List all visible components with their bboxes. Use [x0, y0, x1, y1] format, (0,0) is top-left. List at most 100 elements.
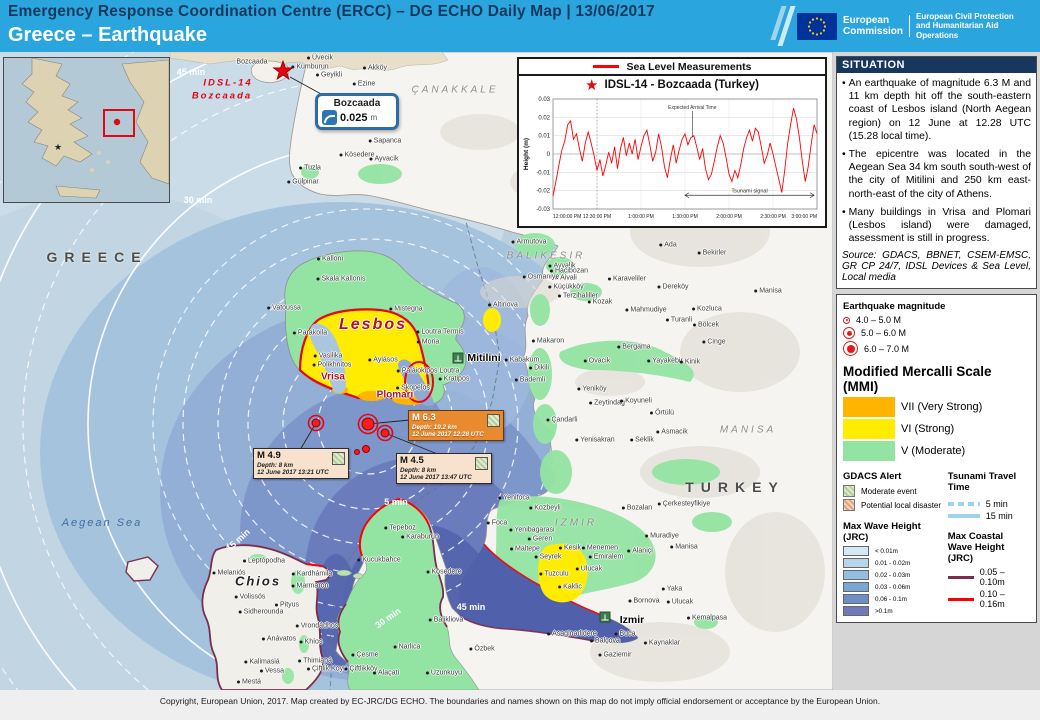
travel-time-label: 15 min: [224, 526, 252, 554]
town-label: Gaziemir: [598, 652, 631, 659]
wave-height-legend-item: 0.01 - 0.02m: [843, 558, 948, 569]
chart-title: ★ IDSL-14 - Bozcaada (Turkey): [585, 76, 759, 94]
gdacs-alert-icon: [487, 414, 500, 427]
town-label: Çiftlik Koyu: [307, 666, 347, 673]
town-label: Foca: [487, 520, 508, 527]
wave-height-legend-item: 0.02 - 0.03m: [843, 570, 948, 581]
map-label: Mitilini: [467, 352, 501, 364]
town-label: Yenibagarasi: [509, 527, 554, 534]
wave-height-legend-item: 0.06 - 0.1m: [843, 594, 948, 605]
town-label: Balçova: [590, 638, 620, 645]
quake-magnitude: M 4.9: [257, 450, 281, 461]
logo-decoration: [770, 6, 796, 46]
area-of-interest-box: [103, 109, 135, 137]
ec-logo: European Commission European Civil Protec…: [770, 6, 1036, 46]
situation-header: SITUATION: [837, 57, 1036, 73]
town-label: Turanli: [666, 317, 692, 324]
map-label: TURKEY: [685, 479, 785, 495]
earthquake-callout: M 4.5 Depth: 8 km 12 June 2017 13:47 UTC: [396, 453, 492, 485]
svg-text:1:00:00 PM: 1:00:00 PM: [628, 214, 654, 220]
town-label: Sapanca: [369, 138, 402, 145]
town-label: Koyuneli: [620, 398, 652, 405]
town-label: Buca: [615, 631, 636, 638]
town-label: Ayiásos: [368, 357, 397, 364]
quake-time: 12 June 2017 12:28 UTC: [412, 431, 484, 439]
inset-overview-map: ★: [3, 57, 170, 203]
travel-time-line-swatch: [947, 502, 980, 507]
town-label: Vrondádhos: [296, 623, 339, 630]
psara-island: [125, 556, 159, 582]
town-label: Bekirler: [698, 250, 727, 257]
town-label: Menemen: [582, 545, 618, 552]
town-label: Gülpinar: [287, 179, 318, 186]
sidebar: SITUATION An earthquake of magnitude 6.3…: [833, 52, 1040, 690]
eu-flag-icon: [796, 12, 837, 40]
town-label: Kaynaklar: [644, 640, 680, 647]
town-label: Çandarli: [546, 417, 577, 424]
quake-depth: Depth: 8 km: [400, 466, 437, 474]
magnitude-legend-item: 5.0 – 6.0 M: [843, 327, 1030, 340]
wave-height-legend-title: Max Wave Height (JRC): [843, 521, 921, 544]
chios-island: [201, 544, 331, 690]
town-label: Vatoussa: [267, 305, 301, 312]
footer: Copyright, European Union, 2017. Map cre…: [0, 690, 1040, 720]
lesbos-island: [284, 250, 467, 406]
town-label: Marmaron: [292, 583, 329, 590]
svg-text:2:00:00 PM: 2:00:00 PM: [716, 214, 742, 220]
map-label: IDSL-14: [203, 77, 253, 89]
wave-height-legend-item: 0.03 - 0.06m: [843, 582, 948, 593]
page-title: Emergency Response Coordination Centre (…: [8, 3, 655, 20]
wave-icon: [322, 110, 337, 125]
town-label: Tuzla: [299, 165, 321, 172]
town-label: Kaklic: [558, 584, 582, 591]
town-label: Armutova: [512, 239, 547, 246]
svg-text:Tsunami signal: Tsunami signal: [731, 188, 767, 194]
gdacs-legend-item: Moderate event: [843, 485, 948, 498]
town-label: Balikliova: [429, 617, 464, 624]
town-label: Sidherounda: [239, 609, 284, 616]
town-label: Moria: [417, 339, 440, 346]
town-label: Kalloni: [317, 256, 343, 263]
town-label: Bozcaada: [236, 58, 268, 66]
copyright-text: Copyright, European Union, 2017. Map cre…: [159, 696, 881, 706]
town-label: Ayvalik: [548, 263, 575, 270]
station-callout: Bozcaada 0.025 m: [315, 93, 399, 130]
wave-height-swatch: [843, 546, 869, 557]
travel-time-label: 30 min: [183, 195, 213, 205]
quake-depth: Depth: 10.2 km: [412, 423, 457, 431]
town-label: Akköy: [363, 65, 387, 72]
wave-height-legend-item: < 0.01m: [843, 546, 948, 557]
wave-height-swatch: [843, 582, 869, 593]
svg-text:0.02: 0.02: [538, 115, 550, 121]
town-label: Emiralem: [589, 554, 624, 561]
town-label: Çiftlikköy: [344, 666, 377, 673]
city-icon: [599, 611, 611, 623]
coastal-wave-red-line: [358, 497, 430, 557]
map-label: BALIKESIR: [506, 250, 586, 262]
svg-text:0.01: 0.01: [538, 134, 550, 140]
quake-magnitude: M 4.5: [400, 455, 424, 466]
map-label: Izmir: [619, 614, 645, 626]
athens-star: ★: [54, 142, 62, 152]
town-label: Altinova: [488, 302, 518, 309]
coastal-wave-purple-line: [428, 524, 448, 628]
map-label: Chios: [234, 573, 282, 589]
town-label: Örtülü: [650, 410, 674, 417]
wave-height-swatch: [843, 594, 869, 605]
town-label: Leptópodha: [243, 558, 285, 565]
town-label: Mestá: [237, 679, 261, 686]
town-label: Tuzculu: [539, 571, 568, 578]
country-boundary-line: [329, 57, 501, 690]
svg-text:0: 0: [547, 152, 551, 158]
magnitude-symbol: [843, 327, 855, 340]
wave-height-swatch: [843, 606, 869, 617]
town-label: Makaron: [532, 338, 564, 345]
mmi-color-swatch: [843, 419, 895, 440]
svg-text:Expected Arrival Time: Expected Arrival Time: [668, 105, 717, 111]
situation-bullet: An earthquake of magnitude 6.3 M and 11 …: [842, 77, 1031, 143]
town-label: Kozluca: [692, 306, 722, 313]
wave-height-swatch: [843, 570, 869, 581]
wave-height-legend-item: >0.1m: [843, 606, 948, 617]
town-label: Seyrek: [535, 554, 562, 561]
